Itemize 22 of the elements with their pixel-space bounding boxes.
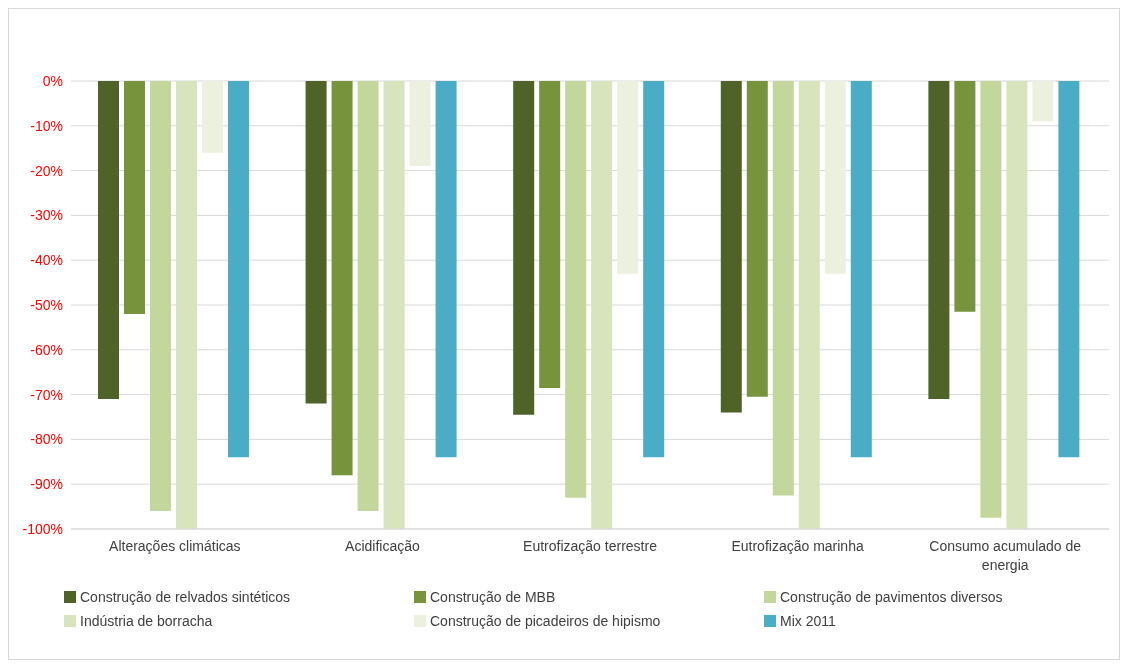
x-tick-label: Eutrofização terrestre	[523, 538, 658, 554]
y-tick-label: -100%	[22, 520, 63, 537]
y-tick-label: -50%	[30, 296, 63, 313]
y-tick-label: -20%	[30, 162, 63, 179]
legend-label: Construção de picadeiros de hipismo	[430, 613, 661, 629]
y-tick-label: -60%	[30, 341, 63, 358]
y-tick-label: -30%	[30, 207, 63, 224]
legend-label: Mix 2011	[780, 613, 836, 629]
legend-label: Construção de MBB	[430, 589, 556, 605]
y-tick-label: 0%	[42, 72, 63, 89]
x-tick-label: Alterações climáticas	[109, 538, 241, 554]
legend-label: Construção de relvados sintéticos	[80, 589, 291, 605]
x-tick-label: Eutrofização marinha	[731, 538, 864, 554]
legend-label: Construção de pavimentos diversos	[780, 589, 1003, 605]
y-tick-label: -70%	[30, 386, 63, 403]
legend-label: Indústria de borracha	[80, 613, 213, 629]
y-tick-label: -90%	[30, 476, 63, 493]
y-tick-label: -80%	[30, 431, 63, 448]
x-tick-label: Consumo acumulado de energia	[929, 538, 1082, 573]
y-tick-label: -40%	[30, 252, 63, 269]
x-tick-label: Acidificação	[345, 538, 420, 554]
y-tick-label: -10%	[30, 117, 63, 134]
